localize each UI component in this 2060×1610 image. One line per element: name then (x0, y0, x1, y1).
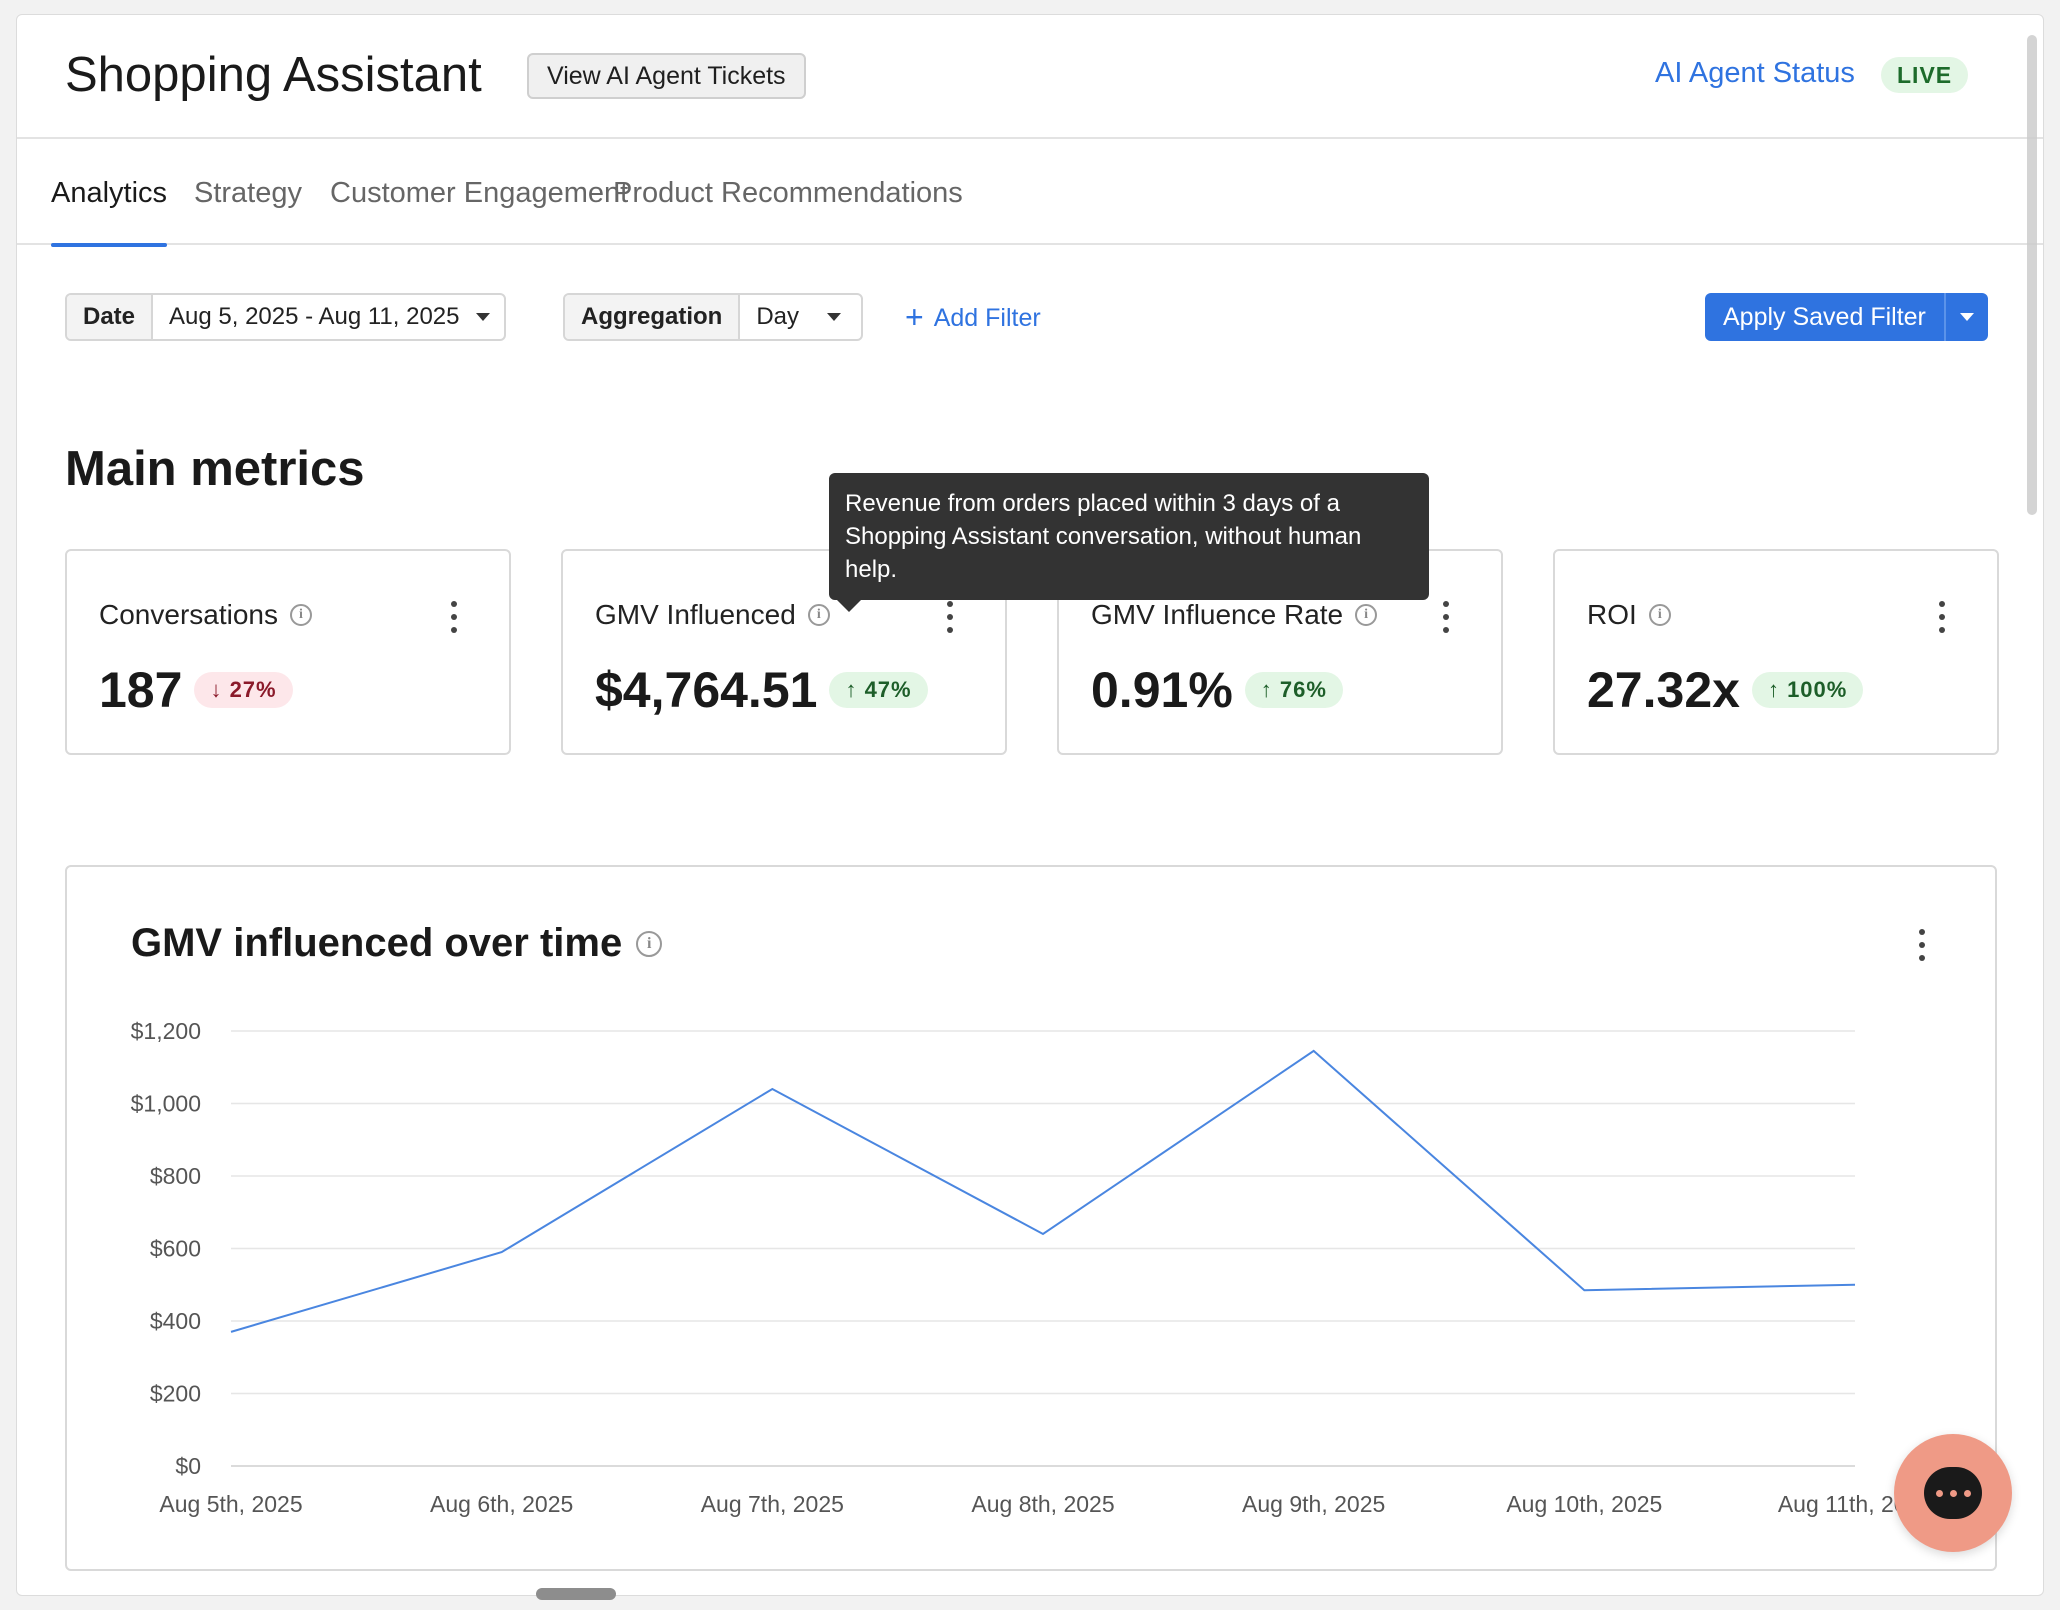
info-icon[interactable]: i (289, 604, 312, 626)
date-filter-label: Date (67, 295, 154, 339)
horizontal-scrollbar[interactable] (536, 1588, 616, 1600)
metric-label: GMV Influenced i (595, 599, 830, 631)
chat-bubble-icon (1924, 1467, 1982, 1519)
gmv-chart-card: GMV influenced over time i $0 $200 $400 $60… (65, 865, 1997, 1571)
metric-label-text: GMV Influence Rate (1091, 599, 1344, 630)
x-tick-label: Aug 8th, 2025 (971, 1491, 1114, 1517)
y-tick-label: $0 (175, 1453, 201, 1479)
plus-icon: + (905, 299, 924, 335)
saved-filter-dropdown-toggle[interactable] (1943, 293, 1988, 341)
tab-bar: Analytics Strategy Customer Engagement P… (17, 139, 2043, 247)
kebab-menu-icon[interactable] (945, 601, 955, 633)
trend-value: 76% (1279, 677, 1327, 702)
aggregation-select[interactable]: Day (740, 295, 861, 339)
info-icon[interactable]: i (807, 604, 830, 626)
kebab-menu-icon[interactable] (1937, 601, 1947, 633)
add-filter-label: Add Filter (933, 304, 1041, 332)
chevron-down-icon (1959, 313, 1974, 321)
trend-badge: ↑ 76% (1244, 672, 1343, 708)
apply-saved-filter-label[interactable]: Apply Saved Filter (1723, 303, 1926, 331)
x-tick-label: Aug 9th, 2025 (1242, 1491, 1385, 1517)
aggregation-value: Day (756, 303, 800, 330)
metric-value: 0.91% (1091, 662, 1233, 718)
tab-customer-engagement[interactable]: Customer Engagement (330, 177, 629, 209)
status-badge: LIVE (1881, 57, 1969, 93)
chart-title-text: GMV influenced over time (131, 921, 623, 965)
tab-strategy[interactable]: Strategy (194, 177, 302, 209)
metric-value-row: $4,764.51 ↑ 47% (595, 661, 928, 719)
aggregation-filter-label: Aggregation (565, 295, 741, 339)
chart-title: GMV influenced over time i (131, 921, 663, 966)
y-tick-label: $600 (150, 1236, 201, 1262)
x-tick-label: Aug 5th, 2025 (159, 1491, 302, 1517)
date-filter[interactable]: Date Aug 5, 2025 - Aug 11, 2025 (65, 293, 506, 341)
chevron-down-icon (827, 313, 842, 321)
x-tick-label: Aug 6th, 2025 (430, 1491, 573, 1517)
vertical-scrollbar[interactable] (2027, 35, 2037, 515)
agent-status-link[interactable]: AI Agent Status (1655, 57, 1855, 89)
date-range-select[interactable]: Aug 5, 2025 - Aug 11, 2025 (153, 295, 503, 339)
kebab-menu-icon[interactable] (1917, 929, 1927, 961)
kebab-menu-icon[interactable] (449, 601, 459, 633)
chat-launcher-button[interactable] (1894, 1434, 2012, 1552)
metric-card-conversations: Conversations i 187 ↓ 27% (65, 549, 511, 755)
app-window: Shopping Assistant View AI Agent Tickets… (16, 14, 2044, 1596)
trend-badge: ↑ 47% (829, 672, 928, 708)
apply-saved-filter-button[interactable]: Apply Saved Filter (1705, 293, 1988, 341)
y-tick-label: $1,200 (131, 1018, 201, 1044)
metric-label: GMV Influence Rate i (1091, 599, 1378, 631)
x-tick-label: Aug 10th, 2025 (1506, 1491, 1662, 1517)
metric-value: $4,764.51 (595, 662, 818, 718)
metric-value: 27.32x (1587, 662, 1740, 718)
add-filter-button[interactable]: + Add Filter (905, 297, 1041, 338)
metric-value-row: 27.32x ↑ 100% (1587, 661, 1864, 719)
main-metrics-heading: Main metrics (65, 442, 365, 496)
info-icon[interactable]: i (1648, 604, 1671, 626)
arrow-up-icon: ↑ (845, 677, 858, 702)
trend-value: 27% (229, 677, 277, 702)
trend-badge: ↓ 27% (194, 672, 293, 708)
info-icon[interactable]: i (636, 930, 663, 957)
y-tick-label: $400 (150, 1308, 201, 1334)
metric-label-text: Conversations (99, 599, 278, 630)
arrow-up-icon: ↑ (1767, 677, 1780, 702)
trend-value: 100% (1787, 677, 1848, 702)
trend-value: 47% (864, 677, 912, 702)
tab-analytics[interactable]: Analytics (51, 177, 168, 247)
aggregation-filter[interactable]: Aggregation Day (563, 293, 864, 341)
metric-value-row: 0.91% ↑ 76% (1091, 661, 1343, 719)
y-tick-label: $200 (150, 1381, 201, 1407)
tab-product-recommendations[interactable]: Product Recommendations (613, 177, 963, 209)
view-tickets-button[interactable]: View AI Agent Tickets (527, 53, 806, 99)
arrow-up-icon: ↑ (1260, 677, 1273, 702)
metric-value: 187 (99, 662, 183, 718)
date-range-value: Aug 5, 2025 - Aug 11, 2025 (169, 303, 460, 330)
trend-badge: ↑ 100% (1751, 672, 1864, 708)
info-icon[interactable]: i (1355, 604, 1378, 626)
chevron-down-icon (475, 313, 490, 321)
page-title: Shopping Assistant (65, 48, 482, 102)
metric-label-text: ROI (1587, 599, 1637, 630)
metric-label: ROI i (1587, 599, 1671, 631)
metric-card-roi: ROI i 27.32x ↑ 100% (1553, 549, 1999, 755)
page-header: Shopping Assistant View AI Agent Tickets… (17, 15, 2043, 139)
y-tick-label: $800 (150, 1163, 201, 1189)
arrow-down-icon: ↓ (210, 677, 223, 702)
series-line (230, 1049, 1856, 1333)
metric-value-row: 187 ↓ 27% (99, 661, 293, 719)
gmv-line-chart: $0 $200 $400 $600 $800 $1,000 $1,200 Aug 5th, 2… (131, 1018, 1933, 1517)
gmv-influenced-tooltip: Revenue from orders placed within 3 days… (829, 473, 1429, 612)
x-tick-label: Aug 7th, 2025 (701, 1491, 844, 1517)
kebab-menu-icon[interactable] (1441, 601, 1451, 633)
filter-bar: Date Aug 5, 2025 - Aug 11, 2025 Aggregat… (17, 245, 2043, 425)
metric-label: Conversations i (99, 599, 312, 631)
metric-label-text: GMV Influenced (595, 599, 796, 630)
y-tick-label: $1,000 (131, 1091, 201, 1117)
